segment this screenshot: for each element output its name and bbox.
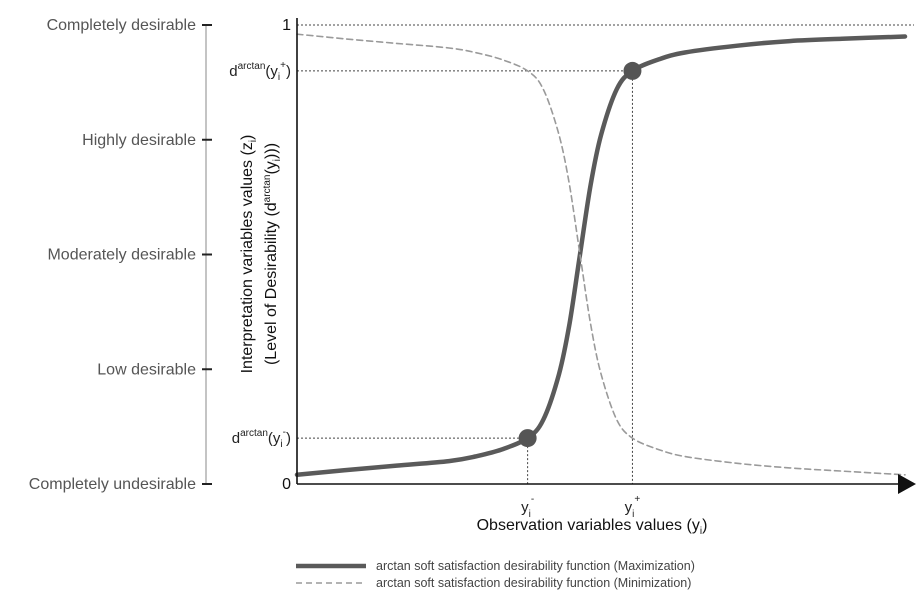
- x-axis-arrow: [898, 474, 916, 494]
- y-axis-label: Interpretation variables values (zi) (Le…: [239, 135, 283, 374]
- desirability-levels: Completely desirable Highly desirable Mode…: [29, 17, 212, 493]
- x-marker-label-y_plus: yi+: [625, 494, 641, 520]
- svg-text:Interpretation variables value: Interpretation variables values (zi): [239, 135, 259, 374]
- x-axis-label: Observation variables values (yi): [477, 517, 708, 537]
- y-tick-label-0: 0: [282, 476, 291, 493]
- legend: arctan soft satisfaction desirability fu…: [296, 559, 695, 590]
- marker-point-y_minus: [518, 429, 537, 448]
- minimization-line: [296, 33, 906, 476]
- marker-point-y_plus: [623, 61, 642, 80]
- legend-label-0: arctan soft satisfaction desirability fu…: [376, 559, 695, 573]
- level-label-0: Completely desirable: [47, 17, 197, 34]
- reference-lines: [297, 24, 914, 484]
- level-label-1: Highly desirable: [82, 132, 196, 149]
- x-marker-label-y_minus: yi-: [521, 494, 534, 520]
- y-tick-label-1: 1: [282, 17, 291, 34]
- svg-text:(Level of Desirability (darcta: (Level of Desirability (darctan(yi))): [262, 143, 283, 365]
- level-label-3: Low desirable: [97, 361, 196, 378]
- y-marker-label-d_minus: darctan(yi-): [232, 427, 291, 450]
- legend-label-1: arctan soft satisfaction desirability fu…: [376, 576, 691, 590]
- maximization-line: [294, 34, 908, 478]
- y-marker-label-d_plus: darctan(yi+): [229, 60, 291, 83]
- level-label-4: Completely undesirable: [29, 476, 196, 493]
- markers: yi-yi+ darctan(yi-) darctan(yi+): [229, 60, 642, 520]
- y-tick-labels: 01: [282, 17, 291, 493]
- level-label-2: Moderately desirable: [47, 247, 196, 264]
- series-lines: [294, 33, 908, 478]
